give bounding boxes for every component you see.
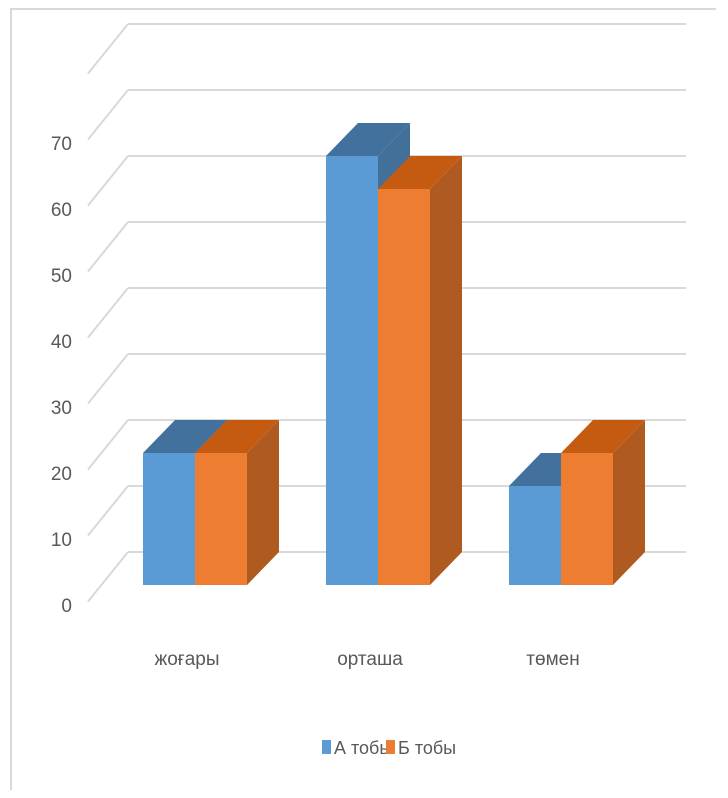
y-tick-label: 30 <box>51 398 72 419</box>
legend-swatch <box>386 740 395 754</box>
legend-swatch <box>322 740 331 754</box>
bar-top <box>561 420 645 453</box>
legend-item-a: А тобы <box>322 738 392 758</box>
y-tick-label: 50 <box>51 266 72 287</box>
bar-top <box>143 420 227 453</box>
gridline-diagonal <box>87 551 129 603</box>
bar-front <box>561 453 613 585</box>
gridline-diagonal <box>87 155 129 207</box>
y-axis-ticks: 0 10 20 30 40 50 60 70 <box>51 134 72 617</box>
x-axis-categories: жоғары орташа төмен <box>155 649 580 670</box>
y-tick-label: 40 <box>51 332 72 353</box>
gridline-diagonal <box>87 23 129 75</box>
bar-front <box>378 189 430 585</box>
bar-front <box>195 453 247 585</box>
y-tick-label: 0 <box>61 596 72 617</box>
bar-top <box>326 123 410 156</box>
gridline-diagonal <box>87 353 129 405</box>
bar-b-1 <box>195 420 279 585</box>
gridline-diagonal <box>87 419 129 471</box>
bar-top <box>195 420 279 453</box>
legend-label: А тобы <box>334 738 392 758</box>
y-tick-label: 70 <box>51 134 72 155</box>
gridline-diagonal <box>87 89 129 141</box>
bar-front <box>326 156 378 585</box>
bar-side <box>430 156 462 585</box>
gridline-diagonal <box>87 287 129 339</box>
bar-top <box>378 156 462 189</box>
bar-front <box>143 453 195 585</box>
y-tick-label: 10 <box>51 530 72 551</box>
bars <box>143 123 645 585</box>
bar-b-3 <box>561 420 645 585</box>
chart-frame <box>10 8 716 790</box>
x-category-label: төмен <box>526 649 579 670</box>
bar-side <box>613 420 645 585</box>
y-tick-label: 60 <box>51 200 72 221</box>
legend: А тобы Б тобы <box>322 738 456 758</box>
y-tick-label: 20 <box>51 464 72 485</box>
bar-side <box>247 420 279 585</box>
legend-label: Б тобы <box>398 738 456 758</box>
x-category-label: жоғары <box>155 649 220 670</box>
legend-item-b: Б тобы <box>386 738 456 758</box>
bar-front <box>509 486 561 585</box>
bar-b-2 <box>378 156 462 585</box>
gridline-diagonal <box>87 221 129 273</box>
x-category-label: орташа <box>337 649 403 670</box>
gridline-diagonal <box>87 485 129 537</box>
